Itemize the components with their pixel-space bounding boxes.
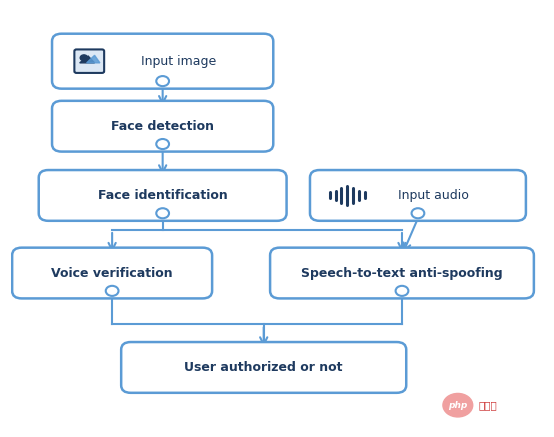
Text: Voice verification: Voice verification	[52, 267, 173, 280]
FancyBboxPatch shape	[74, 49, 104, 73]
Circle shape	[412, 208, 424, 218]
Polygon shape	[86, 55, 100, 63]
Text: User authorized or not: User authorized or not	[184, 361, 343, 374]
FancyBboxPatch shape	[12, 248, 212, 298]
FancyBboxPatch shape	[270, 248, 534, 298]
Circle shape	[156, 139, 169, 149]
FancyBboxPatch shape	[121, 342, 406, 393]
Circle shape	[156, 208, 169, 218]
Text: Input audio: Input audio	[398, 189, 469, 202]
Polygon shape	[80, 56, 95, 63]
Text: Input image: Input image	[141, 55, 216, 68]
Circle shape	[156, 76, 169, 86]
FancyBboxPatch shape	[52, 101, 273, 152]
FancyBboxPatch shape	[52, 34, 273, 89]
Text: 中文网: 中文网	[478, 400, 497, 410]
FancyBboxPatch shape	[310, 170, 526, 221]
Circle shape	[396, 286, 408, 296]
Text: Face identification: Face identification	[98, 189, 228, 202]
Circle shape	[80, 55, 88, 61]
FancyBboxPatch shape	[39, 170, 286, 221]
Text: Speech-to-text anti-spoofing: Speech-to-text anti-spoofing	[301, 267, 503, 280]
Circle shape	[443, 393, 473, 417]
Text: Face detection: Face detection	[111, 120, 214, 133]
Text: php: php	[448, 401, 468, 409]
Circle shape	[106, 286, 119, 296]
